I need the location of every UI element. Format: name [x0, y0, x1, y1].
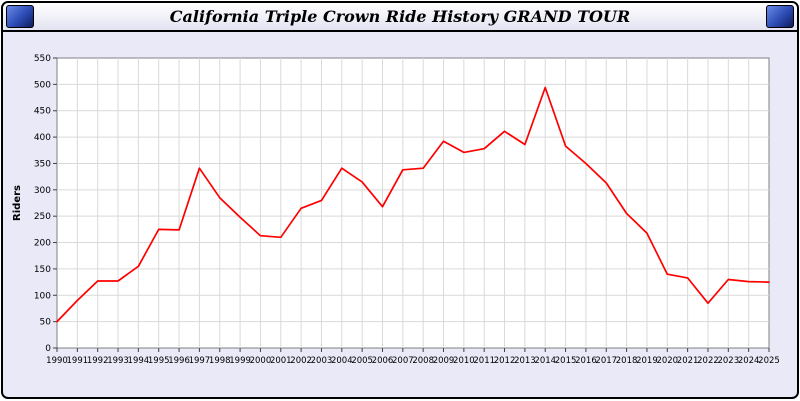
svg-text:2010: 2010	[453, 356, 475, 366]
svg-text:2014: 2014	[534, 356, 556, 366]
svg-text:2012: 2012	[494, 356, 516, 366]
svg-text:2003: 2003	[311, 356, 333, 366]
svg-text:2015: 2015	[555, 356, 577, 366]
svg-text:450: 450	[34, 107, 51, 117]
svg-text:2001: 2001	[270, 356, 292, 366]
svg-text:300: 300	[34, 186, 51, 196]
svg-text:2025: 2025	[758, 356, 780, 366]
svg-text:400: 400	[34, 133, 51, 143]
svg-text:200: 200	[34, 239, 51, 249]
svg-text:350: 350	[34, 159, 51, 169]
svg-text:1998: 1998	[209, 356, 231, 366]
svg-text:1992: 1992	[87, 356, 109, 366]
svg-text:1994: 1994	[128, 356, 150, 366]
svg-text:1991: 1991	[67, 356, 89, 366]
svg-text:2021: 2021	[677, 356, 699, 366]
window-titlebar: California Triple Crown Ride History GRA…	[3, 3, 797, 32]
svg-text:2002: 2002	[290, 356, 312, 366]
svg-text:2011: 2011	[473, 356, 495, 366]
svg-text:550: 550	[34, 54, 51, 64]
svg-text:2016: 2016	[575, 356, 597, 366]
svg-text:500: 500	[34, 80, 51, 90]
svg-text:2000: 2000	[250, 356, 272, 366]
svg-text:150: 150	[34, 265, 51, 275]
svg-text:1997: 1997	[189, 356, 211, 366]
window-control-left-icon[interactable]	[6, 5, 34, 28]
svg-text:2004: 2004	[331, 356, 353, 366]
svg-text:2005: 2005	[351, 356, 373, 366]
svg-text:100: 100	[34, 291, 51, 301]
svg-text:2022: 2022	[697, 356, 719, 366]
svg-text:2008: 2008	[412, 356, 434, 366]
svg-text:2024: 2024	[738, 356, 760, 366]
svg-text:2023: 2023	[717, 356, 739, 366]
svg-text:1995: 1995	[148, 356, 170, 366]
riders-line-chart: 0501001502002503003504004505005501990199…	[12, 54, 780, 366]
svg-text:2013: 2013	[514, 356, 536, 366]
svg-text:2009: 2009	[433, 356, 455, 366]
window-control-right-icon[interactable]	[766, 5, 794, 28]
svg-text:2007: 2007	[392, 356, 414, 366]
svg-text:1993: 1993	[107, 356, 129, 366]
svg-text:50: 50	[40, 318, 52, 328]
svg-text:1990: 1990	[46, 356, 68, 366]
svg-text:2018: 2018	[616, 356, 638, 366]
svg-text:0: 0	[45, 344, 51, 354]
svg-text:2006: 2006	[372, 356, 394, 366]
svg-text:Riders: Riders	[12, 185, 23, 221]
svg-text:1996: 1996	[168, 356, 190, 366]
svg-text:2017: 2017	[595, 356, 617, 366]
svg-text:2020: 2020	[656, 356, 678, 366]
chart-panel: 0 50 100 150 200 250 300 350 400 450 500 550 1990 199…	[3, 32, 797, 397]
window-title: California Triple Crown Ride History GRA…	[169, 7, 631, 26]
svg-text:250: 250	[34, 212, 51, 222]
svg-text:2019: 2019	[636, 356, 658, 366]
svg-text:1999: 1999	[229, 356, 251, 366]
